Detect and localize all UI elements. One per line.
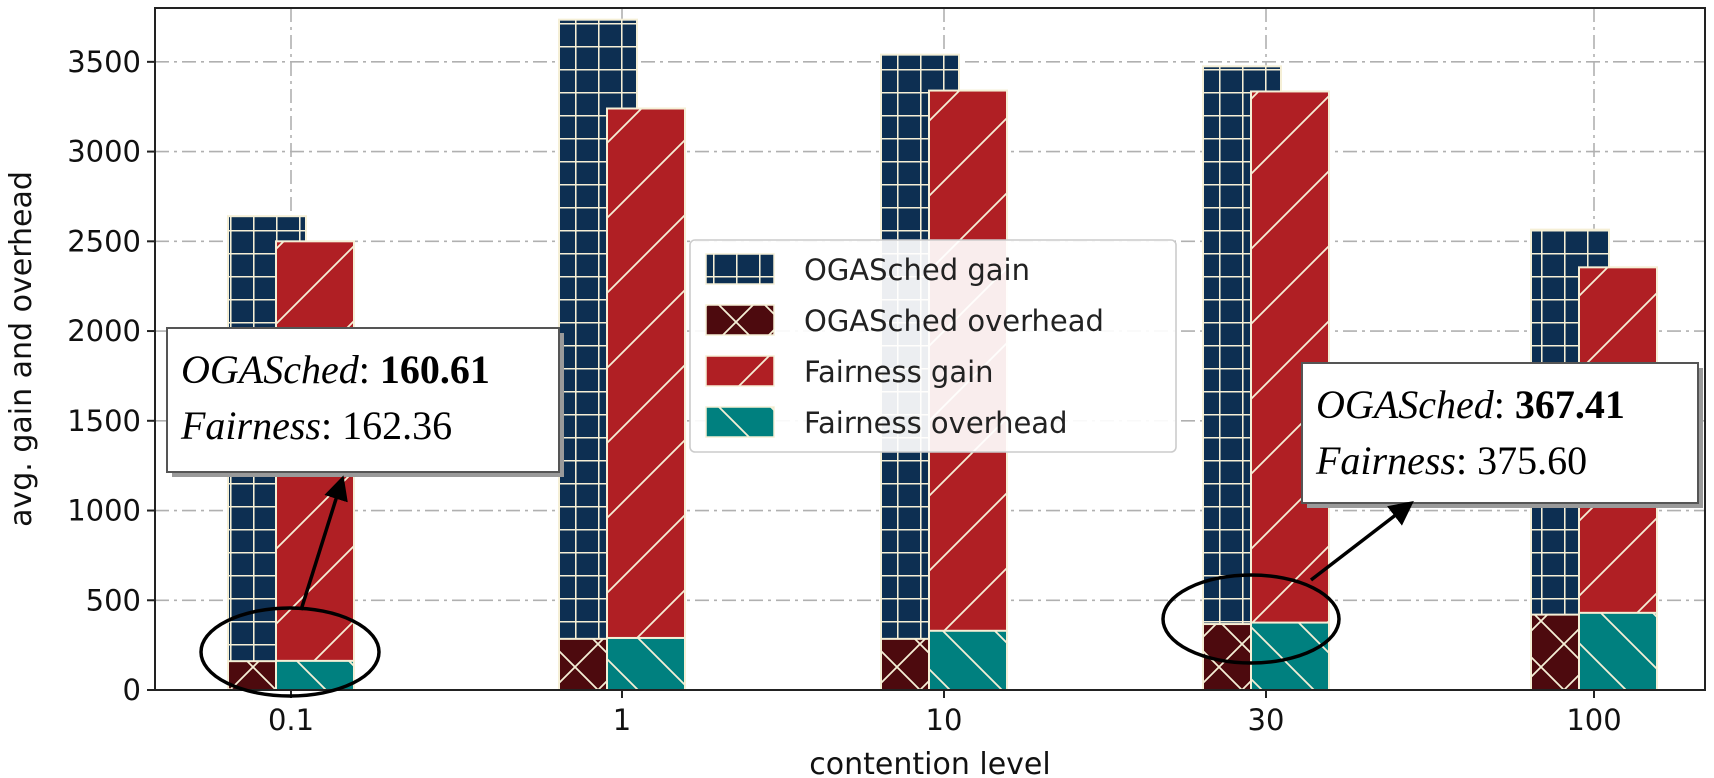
legend-swatch-fairness-gain xyxy=(705,355,775,387)
bar-fairness-overhead xyxy=(606,636,686,692)
bar-fairness-overhead xyxy=(1578,611,1658,691)
legend-label-fairness-gain: Fairness gain xyxy=(804,355,994,389)
annotation-colon: : xyxy=(1494,382,1515,427)
bar-fairness-overhead xyxy=(275,659,355,692)
legend-swatch-ogasched-gain xyxy=(705,253,775,285)
x-tick-label: 100 xyxy=(1566,703,1621,737)
annotation-name-b: Fairness xyxy=(1315,438,1456,483)
x-tick-label: 30 xyxy=(1248,703,1285,737)
annotation-value-a: 367.41 xyxy=(1515,382,1625,427)
annotation-value-b: 162.36 xyxy=(342,403,452,448)
legend-label-ogasched-gain: OGASched gain xyxy=(804,253,1030,287)
annotation-ellipse xyxy=(1161,573,1341,665)
annotation-colon: : xyxy=(1456,438,1477,483)
legend-label-fairness-overhead: Fairness overhead xyxy=(804,406,1067,440)
annotations: OGASched: 160.61 Fairness: 162.36 OGASched… xyxy=(166,327,1703,698)
legend-swatch-ogasched-overhead xyxy=(705,304,775,336)
annotation-arrow xyxy=(1309,501,1414,582)
annotation-arrow xyxy=(299,475,348,611)
bar-fairness-overhead xyxy=(928,629,1008,691)
legend-swatch-fairness-overhead xyxy=(705,406,775,438)
x-tick-label: 0.1 xyxy=(268,703,314,737)
y-tick-label: 0 xyxy=(123,673,141,707)
y-tick-label: 2000 xyxy=(67,314,141,348)
y-axis-label: avg. gain and overhead xyxy=(4,171,39,527)
annotation-ellipse xyxy=(199,606,381,698)
y-tick-label: 1500 xyxy=(67,404,141,438)
legend-label-ogasched-overhead: OGASched overhead xyxy=(804,304,1104,338)
y-tick-label: 2500 xyxy=(67,224,141,258)
y-tick-label: 3000 xyxy=(67,135,141,169)
y-tick-label: 1000 xyxy=(67,494,141,528)
bar-fairness-overhead xyxy=(1250,621,1330,691)
x-axis-label: contention level xyxy=(809,747,1050,778)
annotation-box xyxy=(166,327,560,473)
annotation-line-1: OGASched: 367.41 xyxy=(1316,382,1625,427)
legend-box xyxy=(689,239,1177,453)
x-tick-label: 1 xyxy=(613,703,631,737)
annotation-line-1: OGASched: 160.61 xyxy=(181,347,490,392)
x-tick-label: 10 xyxy=(926,703,963,737)
plot-frame xyxy=(154,7,1706,691)
annotation-colon: : xyxy=(359,347,380,392)
bar-fairness-gain xyxy=(606,107,686,692)
axes: 0 500 1000 1500 2000 2500 3000 3500 0.1 1 10 30 100 c… xyxy=(4,7,1706,778)
annotation-box xyxy=(1301,362,1699,504)
annotation-colon: : xyxy=(321,403,342,448)
annotation-line-2: Fairness: 162.36 xyxy=(180,403,452,448)
annotation-value-a: 160.61 xyxy=(380,347,490,392)
annotation-value-b: 375.60 xyxy=(1477,438,1587,483)
annotation-name-a: OGASched xyxy=(181,347,360,392)
annotation-line-2: Fairness: 375.60 xyxy=(1315,438,1587,483)
annotation-name-b: Fairness xyxy=(180,403,321,448)
legend: OGASched gain OGASched overhead Fairness g… xyxy=(689,239,1177,453)
annotation-name-a: OGASched xyxy=(1316,382,1495,427)
y-tick-label: 3500 xyxy=(67,45,141,79)
y-tick-label: 500 xyxy=(86,583,141,617)
